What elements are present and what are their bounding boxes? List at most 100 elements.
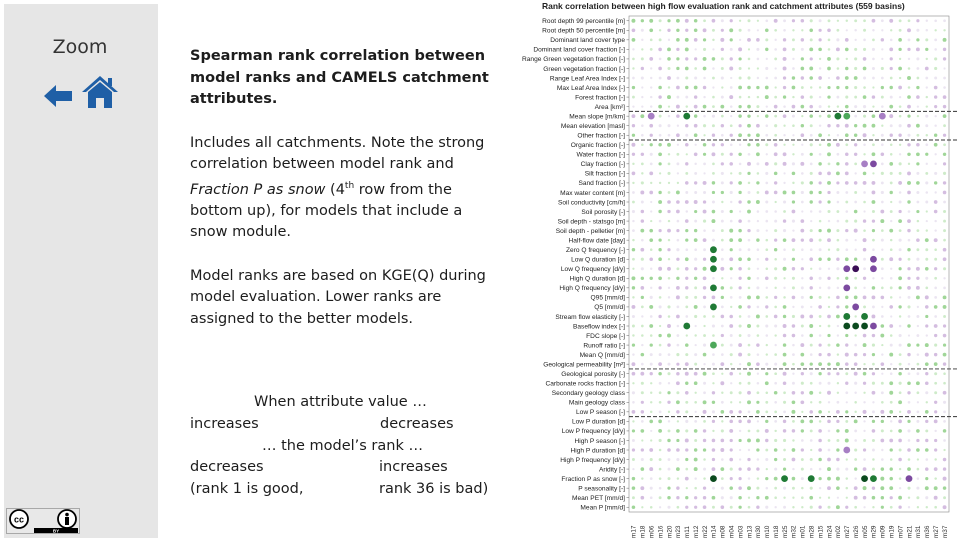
- correlation-dot: [836, 276, 840, 280]
- correlation-dot: [721, 372, 724, 375]
- correlation-dot: [889, 476, 893, 481]
- correlation-dot: [658, 343, 662, 347]
- correlation-dot: [915, 266, 920, 271]
- correlation-dot: [907, 467, 911, 471]
- correlation-dot: [685, 419, 689, 423]
- correlation-dot: [844, 352, 849, 357]
- correlation-dot: [934, 219, 937, 223]
- correlation-dot: [836, 123, 840, 128]
- correlation-dot: [694, 171, 698, 175]
- correlation-dot: [650, 76, 653, 80]
- correlation-dot: [827, 286, 831, 290]
- correlation-dot: [782, 266, 787, 271]
- correlation-dot: [871, 66, 875, 70]
- correlation-dot: [872, 29, 875, 32]
- correlation-dot: [800, 161, 805, 166]
- correlation-dot: [925, 133, 929, 137]
- correlation-dot: [631, 476, 636, 481]
- correlation-dot: [818, 334, 822, 337]
- correlation-dot: [764, 495, 769, 500]
- correlation-dot: [925, 181, 929, 185]
- correlation-dot: [791, 248, 795, 252]
- correlation-dot: [658, 371, 662, 376]
- correlation-dot: [898, 286, 902, 290]
- correlation-dot: [934, 343, 938, 347]
- correlation-dot: [844, 428, 849, 433]
- correlation-dot: [809, 181, 813, 185]
- correlation-dot: [782, 219, 787, 223]
- correlation-dot: [916, 486, 920, 490]
- correlation-dot: [836, 210, 840, 213]
- home-button[interactable]: [80, 74, 120, 110]
- correlation-dot: [881, 315, 884, 318]
- correlation-dot: [836, 162, 840, 166]
- correlation-dot: [844, 123, 849, 128]
- correlation-dot: [791, 238, 796, 243]
- correlation-dot: [774, 438, 778, 443]
- correlation-dot: [827, 381, 831, 385]
- correlation-dot: [898, 143, 902, 146]
- correlation-dot: [783, 19, 786, 23]
- correlation-dot: [738, 343, 743, 347]
- zoom-label[interactable]: Zoom: [52, 36, 108, 58]
- correlation-dot: [685, 276, 689, 280]
- correlation-dot: [641, 324, 644, 328]
- svg-text:cc: cc: [14, 515, 24, 525]
- row-label: P seasonality [-]: [578, 485, 625, 492]
- correlation-dot: [809, 314, 814, 319]
- correlation-dot: [783, 172, 786, 175]
- back-button[interactable]: [42, 82, 74, 110]
- correlation-dot: [649, 133, 653, 137]
- correlation-dot: [863, 143, 866, 147]
- row-label: Soil depth - pelletier [m]: [556, 228, 625, 235]
- correlation-dot: [854, 114, 858, 118]
- correlation-dot: [889, 352, 894, 357]
- correlation-dot: [827, 352, 831, 357]
- correlation-dot: [774, 420, 778, 423]
- correlation-dot: [774, 429, 777, 433]
- correlation-dot: [862, 467, 867, 471]
- correlation-dot: [942, 295, 947, 300]
- correlation-dot: [640, 467, 645, 471]
- correlation-dot: [827, 496, 831, 499]
- row-label: Soil depth - statsgo [m]: [558, 218, 626, 225]
- correlation-dot: [890, 29, 893, 32]
- correlation-dot: [800, 123, 805, 128]
- correlation-dot: [862, 343, 867, 348]
- row-label: Zero Q frequency [-]: [566, 247, 625, 254]
- correlation-dot: [782, 66, 787, 71]
- correlation-dot: [782, 429, 787, 433]
- correlation-dot: [862, 295, 867, 300]
- correlation-dot: [641, 172, 644, 175]
- row-label: Mean PET [mm/d]: [572, 495, 625, 502]
- correlation-dot: [640, 66, 645, 71]
- correlation-dot: [872, 143, 875, 147]
- correlation-dot: [774, 334, 777, 337]
- correlation-dot: [889, 38, 893, 42]
- correlation-dot: [782, 371, 787, 376]
- correlation-dot: [765, 286, 768, 290]
- correlation-dot: [916, 305, 920, 309]
- correlation-dot: [774, 86, 777, 89]
- correlation-dot: [933, 352, 938, 357]
- correlation-dot: [667, 258, 671, 261]
- correlation-dot: [712, 277, 715, 280]
- correlation-dot: [676, 343, 680, 347]
- correlation-dot: [943, 496, 947, 500]
- correlation-dot: [765, 486, 769, 490]
- correlation-dot: [925, 506, 928, 509]
- correlation-dot: [729, 353, 733, 357]
- correlation-dot: [703, 114, 706, 118]
- correlation-dot: [898, 362, 902, 366]
- correlation-dot: [720, 210, 724, 214]
- correlation-dot: [649, 324, 654, 328]
- correlation-dot: [747, 276, 751, 281]
- correlation-dot: [854, 47, 858, 51]
- correlation-dot: [738, 448, 742, 452]
- correlation-dot: [667, 153, 671, 156]
- correlation-dot: [863, 257, 866, 261]
- correlation-dot: [907, 257, 911, 261]
- correlation-dot: [898, 28, 902, 32]
- correlation-dot: [738, 124, 742, 128]
- correlation-dot: [881, 229, 884, 232]
